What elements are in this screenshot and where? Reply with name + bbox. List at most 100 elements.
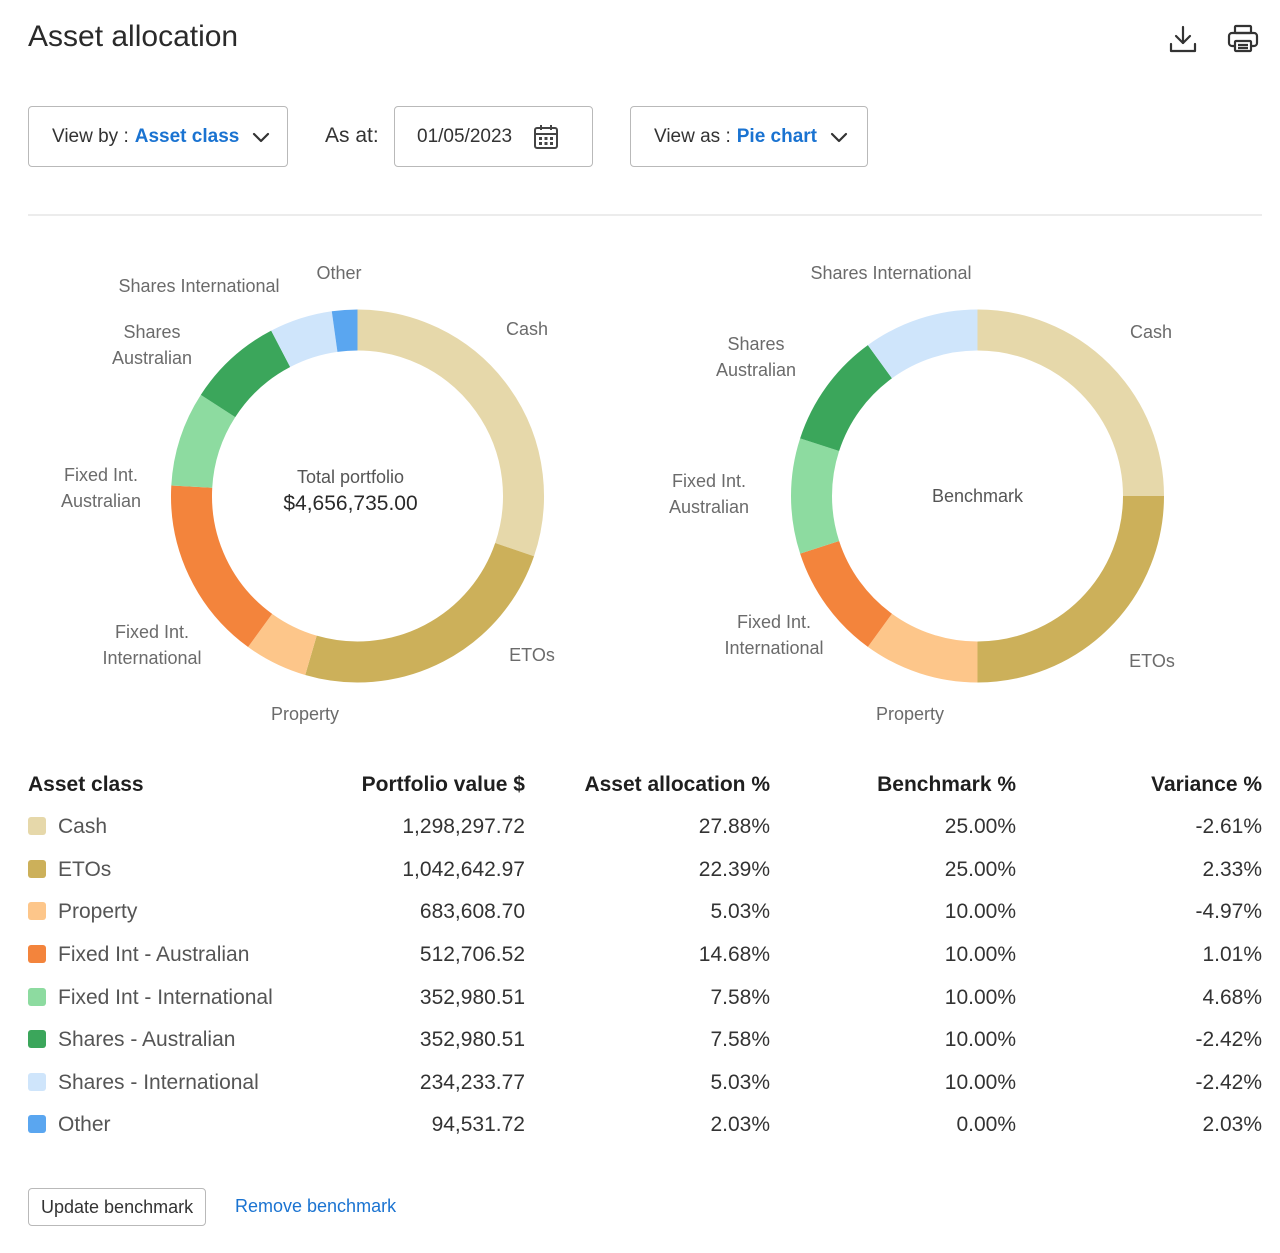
slice-label: Fixed Int. International (102, 622, 201, 668)
benchmark-cell: 10.00% (944, 900, 1016, 924)
allocation-table: Asset class Portfolio value $ Asset allo… (28, 764, 1262, 1147)
variance-cell: -4.97% (1195, 900, 1262, 924)
table-row: Shares - International 234,233.77 5.03% 10.… (28, 1062, 1262, 1105)
slice-fixed-int-international (171, 394, 236, 489)
table-row: Cash 1,298,297.72 27.88% 25.00% -2.61% (28, 806, 1262, 849)
table-row: Fixed Int - Australian 512,706.52 14.68% 10… (28, 934, 1262, 977)
slice-other (331, 309, 358, 352)
asset-class-cell: Fixed Int - Australian (28, 934, 328, 977)
asset-class-cell: Property (28, 891, 328, 934)
view-by-value: Asset class (134, 125, 240, 147)
variance-cell: 2.03% (1202, 1113, 1262, 1137)
view-as-dropdown[interactable]: View as : Pie chart (630, 106, 868, 167)
variance-cell: 2.33% (1202, 857, 1262, 881)
slice-shares-international (271, 311, 338, 368)
asset-class-cell: Cash (28, 806, 328, 849)
slice-label: Cash (506, 319, 548, 339)
as-at-label: As at: (325, 124, 379, 147)
calendar-icon[interactable] (532, 123, 560, 151)
benchmark-cell: 25.00% (944, 815, 1016, 839)
center-value: $4,656,735.00 (283, 492, 417, 515)
legend-swatch (28, 987, 46, 1006)
table-row: Property 683,608.70 5.03% 10.00% -4.97% (28, 891, 1262, 934)
page-title: Asset allocation (28, 20, 239, 53)
slice-label: Property (876, 704, 944, 724)
slice-label: Shares International (118, 276, 279, 296)
benchmark-cell: 10.00% (944, 943, 1016, 967)
slice-property (867, 613, 979, 683)
slice-shares-australian (200, 330, 291, 418)
legend-swatch (28, 1072, 46, 1091)
table-header-row: Asset class Portfolio value $ Asset allo… (28, 764, 1262, 806)
portfolio-value-cell: 1,298,297.72 (402, 815, 525, 839)
asset-allocation-cell: 5.03% (710, 1070, 770, 1094)
portfolio-value-cell: 352,980.51 (419, 985, 525, 1009)
view-by-dropdown[interactable]: View by : Asset class (28, 106, 288, 167)
update-benchmark-button[interactable]: Update benchmark (28, 1188, 207, 1226)
table-row: ETOs 1,042,642.97 22.39% 25.00% 2.33% (28, 849, 1262, 892)
asset-class-name: Fixed Int - Australian (58, 943, 250, 967)
slice-etos (977, 495, 1164, 683)
asset-allocation-cell: 5.03% (710, 900, 770, 924)
print-icon[interactable] (1226, 22, 1260, 56)
asset-class-cell: Fixed Int - International (28, 976, 328, 1019)
view-as-value: Pie chart (736, 125, 818, 147)
download-icon[interactable] (1166, 22, 1200, 56)
section-divider (28, 214, 1262, 216)
asset-class-cell: ETOs (28, 849, 328, 892)
portfolio-value-cell: 1,042,642.97 (402, 857, 525, 881)
portfolio-value-cell: 683,608.70 (419, 900, 525, 924)
asset-class-name: Other (58, 1113, 111, 1137)
legend-swatch (28, 1115, 46, 1134)
center-label: Total portfolio (297, 467, 404, 487)
header-portfolio-value: Portfolio value $ (361, 773, 525, 796)
asset-class-name: ETOs (58, 857, 112, 881)
portfolio-value-cell: 234,233.77 (419, 1070, 525, 1094)
asset-allocation-cell: 7.58% (710, 1028, 770, 1052)
variance-cell: -2.42% (1195, 1070, 1262, 1094)
variance-cell: -2.42% (1195, 1028, 1262, 1052)
asset-class-name: Fixed Int - International (58, 985, 273, 1009)
header-benchmark: Benchmark % (877, 773, 1016, 796)
benchmark-cell: 0.00% (956, 1113, 1016, 1137)
slice-etos (305, 542, 534, 683)
asset-class-cell: Other (28, 1104, 328, 1147)
portfolio-value-cell: 512,706.52 (419, 943, 525, 967)
slice-cash (977, 309, 1164, 497)
slice-fixed-int-international (791, 438, 840, 554)
remove-benchmark-link[interactable]: Remove benchmark (235, 1196, 397, 1216)
slice-shares-international (867, 309, 979, 379)
date-input[interactable]: 01/05/2023 (394, 106, 593, 167)
slice-cash (357, 309, 544, 557)
view-by-label: View by : (52, 125, 129, 147)
slice-label: Fixed Int. Australian (669, 471, 749, 517)
asset-class-name: Shares - International (58, 1070, 259, 1094)
benchmark-cell: 10.00% (944, 1028, 1016, 1052)
center-label: Benchmark (932, 486, 1024, 506)
table-row: Shares - Australian 352,980.51 7.58% 10.00%… (28, 1019, 1262, 1062)
header-asset-class: Asset class (28, 773, 144, 796)
slice-label: Other (316, 263, 361, 283)
slice-label: Shares Australian (716, 334, 796, 380)
asset-allocation-cell: 22.39% (698, 857, 770, 881)
legend-swatch (28, 859, 46, 878)
table-row: Fixed Int - International 352,980.51 7.58%… (28, 976, 1262, 1019)
asset-allocation-cell: 14.68% (698, 943, 770, 967)
header-asset-allocation: Asset allocation % (584, 773, 770, 796)
slice-fixed-int-australian (171, 485, 273, 648)
legend-swatch (28, 902, 46, 921)
slice-label: Fixed Int. Australian (61, 465, 141, 511)
asset-allocation-cell: 7.58% (710, 985, 770, 1009)
slice-label: ETOs (1129, 651, 1175, 671)
date-value: 01/05/2023 (417, 125, 513, 147)
asset-class-cell: Shares - International (28, 1062, 328, 1105)
slice-property (248, 613, 318, 676)
chevron-down-icon (253, 132, 270, 142)
asset-class-name: Shares - Australian (58, 1028, 236, 1052)
asset-allocation-cell: 2.03% (710, 1113, 770, 1137)
asset-class-name: Cash (58, 815, 108, 839)
benchmark-cell: 10.00% (944, 985, 1016, 1009)
legend-swatch (28, 817, 46, 836)
slice-label: Fixed Int. International (724, 612, 823, 658)
benchmark-cell: 10.00% (944, 1070, 1016, 1094)
